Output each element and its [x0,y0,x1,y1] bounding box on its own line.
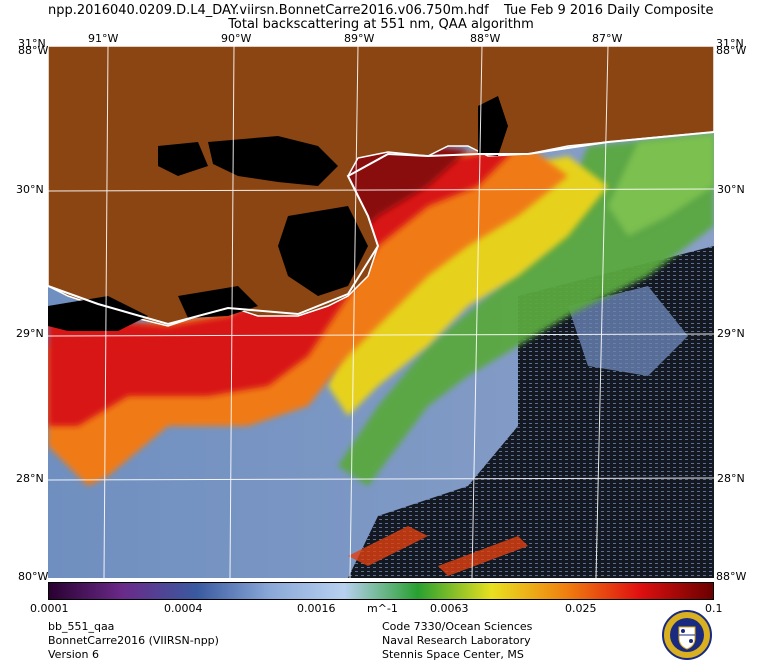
coastline [48,131,714,326]
colorbar [48,582,714,600]
lon-label-90w: 90°W [221,32,252,45]
footer-location: Stennis Space Center, MS [382,648,524,661]
colorbar-tick-0025: 0.025 [565,602,597,615]
lon-label-88w: 88°W [470,32,501,45]
barataria-marsh [178,286,258,318]
date-title: Tue Feb 9 2016 Daily Composite [504,3,714,18]
footer-nrl: Naval Research Laboratory [382,634,531,647]
lat-label-29n-left: 29°N [16,327,44,340]
colorbar-tick-0001: 0.0001 [30,602,69,615]
corner-top-left-lon: 88°W [18,44,49,57]
blue-patch-se [568,286,688,376]
graticule [48,46,714,578]
lat-label-28n-right: 28°N [717,472,745,485]
colorbar-tick-0063: 0.0063 [430,602,469,615]
lat-label-30n-left: 30°N [16,183,44,196]
map-canvas [48,46,714,578]
product-title: Total backscattering at 551 nm, QAA algo… [228,17,534,32]
colorbar-unit: m^-1 [367,602,398,615]
lat-label-30n-right: 30°N [717,183,745,196]
corner-top-right-lat: 31°N [716,37,744,50]
red-streak-south [348,526,428,566]
lon-label-89w: 89°W [344,32,375,45]
corner-top-right-lon: 88°W [716,44,747,57]
light-green-band [608,134,714,236]
filename-title: npp.2016040.0209.D.L4_DAY.viirsn.BonnetC… [48,3,489,18]
colorbar-tick-01: 0.1 [705,602,723,615]
footer-code-ocean-sciences: Code 7330/Ocean Sciences [382,620,533,633]
lat-label-28n-left: 28°N [16,472,44,485]
corner-bottom-right: 88°W [716,570,747,583]
nrl-seal-icon [662,610,712,660]
delta-marsh [278,206,368,296]
colorbar-tick-0016: 0.0016 [297,602,336,615]
corner-top-left-lat: 31°N [18,37,46,50]
west-marsh [48,296,148,331]
lake-pontchartrain [208,136,338,186]
corner-bottom-left: 80°W [18,570,49,583]
mobile-bay [478,96,508,156]
lon-label-87w: 87°W [592,32,623,45]
colorbar-tick-0004: 0.0004 [164,602,203,615]
footer-product-code: bb_551_qaa [48,620,115,633]
lon-label-91w: 91°W [88,32,119,45]
backscatter-map [48,46,714,578]
footer-dataset: BonnetCarre2016 (VIIRSN-npp) [48,634,219,647]
footer-version: Version 6 [48,648,99,661]
lat-label-29n-right: 29°N [717,327,745,340]
lake-maurepas [158,142,208,176]
red-streak-south-2 [438,536,528,576]
